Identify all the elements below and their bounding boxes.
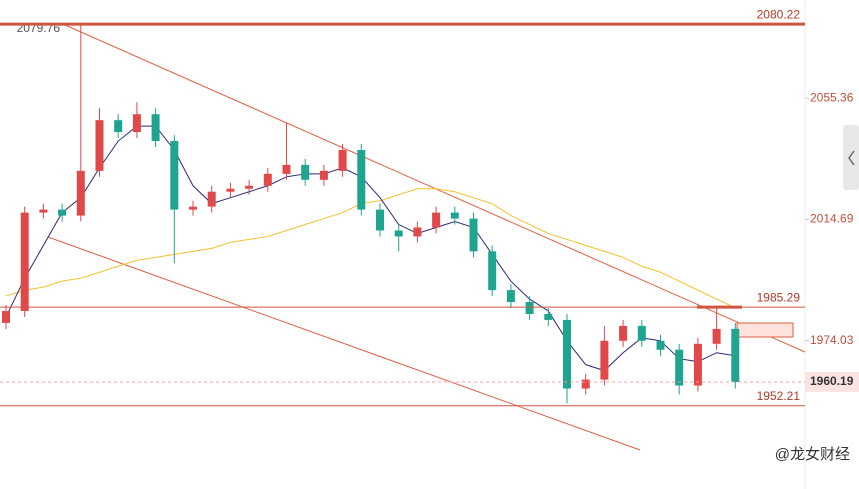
side-tab[interactable] bbox=[843, 125, 859, 190]
candle-body bbox=[319, 170, 328, 180]
side-tab-arrow[interactable] bbox=[848, 150, 855, 166]
moving-average bbox=[5, 188, 736, 309]
candle-body bbox=[151, 114, 160, 142]
level-label: 2080.22 bbox=[757, 7, 801, 21]
y-tick-label: 2014.69 bbox=[810, 212, 854, 226]
candle-body bbox=[469, 218, 478, 252]
y-tick-label: 2055.36 bbox=[810, 90, 854, 104]
candle-body bbox=[76, 170, 85, 216]
level-label: 1985.29 bbox=[757, 290, 801, 304]
candle-body bbox=[656, 340, 665, 350]
candle-body bbox=[338, 149, 347, 171]
y-tick-label: 1974.03 bbox=[810, 333, 854, 347]
candle-body bbox=[39, 209, 48, 213]
candle-body bbox=[20, 212, 29, 311]
candle-body bbox=[581, 379, 590, 389]
candle-body bbox=[58, 209, 67, 216]
moving-average bbox=[5, 125, 736, 372]
candle-body bbox=[731, 328, 740, 382]
candle-body bbox=[282, 164, 291, 174]
watermark: @龙女财经 bbox=[775, 445, 850, 463]
candle-body bbox=[450, 212, 459, 219]
candle-body bbox=[263, 173, 272, 186]
candle-body bbox=[245, 185, 254, 189]
candle-body bbox=[226, 188, 235, 192]
candle-body bbox=[525, 302, 534, 314]
candle-body bbox=[637, 325, 646, 341]
level-label: 1952.21 bbox=[757, 389, 801, 403]
candle-body bbox=[132, 114, 141, 133]
candle-body bbox=[600, 340, 609, 380]
candle-body bbox=[432, 212, 441, 228]
candle-body bbox=[413, 227, 422, 237]
candle-body bbox=[301, 164, 310, 180]
candle-body bbox=[376, 209, 384, 231]
candle-body bbox=[170, 141, 179, 210]
candle-body bbox=[189, 206, 197, 210]
current-price-box bbox=[805, 371, 859, 392]
candle-body bbox=[712, 328, 721, 344]
candle-body bbox=[544, 313, 553, 320]
current-price-label: 1960.19 bbox=[810, 374, 854, 388]
candle-body bbox=[114, 120, 123, 133]
candle-body bbox=[488, 251, 497, 291]
candle-body bbox=[2, 310, 10, 323]
candle-body bbox=[563, 319, 571, 389]
target-zone bbox=[736, 322, 794, 338]
candle-body bbox=[357, 149, 366, 210]
candle-body bbox=[693, 343, 702, 386]
trend-line-lower bbox=[47, 236, 641, 451]
candle-body bbox=[207, 191, 216, 207]
candle-body bbox=[619, 325, 628, 341]
candle-body bbox=[394, 230, 403, 237]
candle-body bbox=[506, 290, 515, 303]
candle-body bbox=[95, 120, 104, 171]
candle-body bbox=[675, 349, 684, 386]
